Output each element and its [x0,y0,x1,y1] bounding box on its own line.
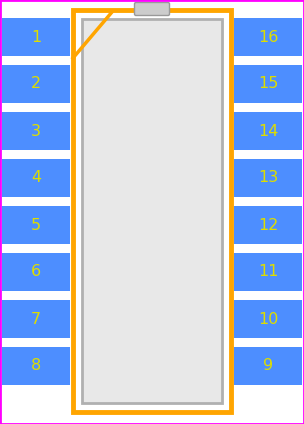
Text: 16: 16 [258,30,278,45]
Bar [234,347,302,385]
Text: 6: 6 [31,265,41,279]
Bar [2,300,70,338]
Bar [234,18,302,56]
Text: 14: 14 [258,123,278,139]
Bar [73,10,231,412]
Text: 12: 12 [258,218,278,232]
Bar [2,206,70,244]
Text: 8: 8 [31,359,41,374]
Text: 3: 3 [31,123,41,139]
FancyBboxPatch shape [134,3,170,16]
Bar [2,65,70,103]
Text: 9: 9 [263,359,273,374]
Text: 7: 7 [31,312,41,326]
Bar [234,206,302,244]
Text: 2: 2 [31,76,41,92]
Bar [2,347,70,385]
Bar [234,300,302,338]
Bar [234,112,302,150]
Bar [234,65,302,103]
Bar [234,159,302,197]
Text: 4: 4 [31,170,41,186]
Text: 1: 1 [31,30,41,45]
Text: 13: 13 [258,170,278,186]
Text: 10: 10 [258,312,278,326]
Bar [2,253,70,291]
Bar [2,18,70,56]
Bar [2,112,70,150]
Bar [82,19,222,403]
Text: 15: 15 [258,76,278,92]
Text: 11: 11 [258,265,278,279]
Bar [234,253,302,291]
Text: 5: 5 [31,218,41,232]
Bar [2,159,70,197]
